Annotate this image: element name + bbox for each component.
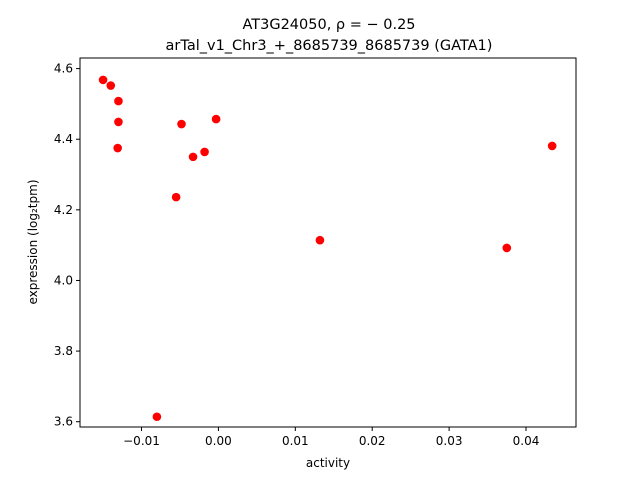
data-point (113, 143, 122, 153)
data-points (98, 75, 557, 422)
data-point (502, 243, 512, 253)
data-point (200, 147, 209, 157)
data-point (547, 141, 557, 151)
x-tick-label: 0.02 (359, 434, 386, 448)
data-point (114, 117, 123, 127)
y-tick-label: 4.4 (54, 132, 73, 146)
y-tick-label: 4.2 (54, 203, 73, 217)
data-point (106, 81, 116, 90)
data-point (188, 152, 198, 162)
x-tick-label: 0.04 (513, 434, 540, 448)
data-point (211, 114, 221, 124)
x-tick-label: 0.00 (205, 434, 232, 448)
y-axis: 3.6 3.8 4.0 4.2 4.4 4.6 (54, 62, 80, 429)
x-axis-label: activity (306, 456, 350, 470)
data-point (315, 235, 325, 245)
data-point (152, 412, 162, 422)
chart-title-line2: arTal_v1_Chr3_+_8685739_8685739 (GATA1) (166, 38, 493, 54)
y-tick-label: 4.6 (54, 62, 73, 76)
data-point (171, 192, 181, 202)
y-tick-label: 3.6 (54, 415, 73, 429)
x-tick-label: −0.01 (123, 434, 160, 448)
x-tick-label: 0.03 (436, 434, 463, 448)
chart-title-line1: AT3G24050, ρ = − 0.25 (242, 17, 415, 33)
y-axis-label: expression (log₂tpm) (26, 179, 40, 304)
y-tick-label: 3.8 (54, 344, 73, 358)
x-tick-label: 0.01 (282, 434, 309, 448)
plot-area (79, 57, 577, 428)
data-point (114, 96, 123, 106)
x-axis: −0.01 0.00 0.01 0.02 0.03 0.04 (123, 427, 539, 448)
y-tick-label: 4.0 (54, 273, 73, 287)
data-point (177, 119, 186, 129)
data-point (98, 75, 108, 85)
